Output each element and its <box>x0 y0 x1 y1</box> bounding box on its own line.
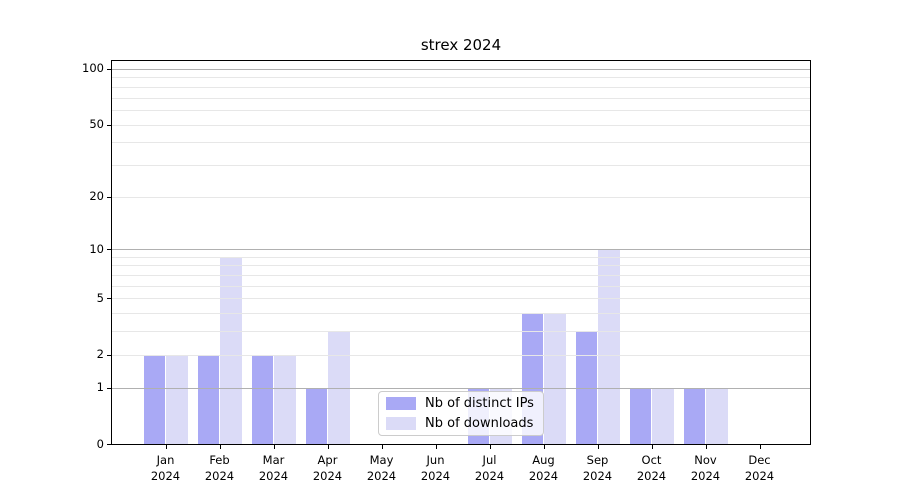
left-spine <box>111 60 112 445</box>
gridline-minor <box>112 285 810 287</box>
gridline-major <box>112 249 810 251</box>
x-tick-label: Jul 2024 <box>474 453 505 483</box>
bar-distinct-ips <box>143 354 166 444</box>
gridline-minor <box>112 86 810 88</box>
y-tick-label: 1 <box>96 380 104 395</box>
bar-distinct-ips <box>629 387 652 444</box>
x-tick-label: Nov 2024 <box>690 453 721 483</box>
y-tick-label: 5 <box>96 290 104 305</box>
gridline-minor <box>112 275 810 277</box>
gridline-major <box>112 68 810 70</box>
bar-downloads <box>328 331 350 444</box>
gridline-minor <box>112 196 810 198</box>
x-tick <box>381 445 383 449</box>
y-tick <box>107 249 111 251</box>
y-tick-label: 0 <box>96 436 104 451</box>
gridline-major <box>112 387 810 389</box>
x-tick-label: Dec 2024 <box>744 453 775 483</box>
chart-title: strex 2024 <box>420 36 502 54</box>
gridline-minor <box>112 124 810 126</box>
bar-downloads <box>220 256 242 444</box>
x-tick-label: Apr 2024 <box>312 453 343 483</box>
bar-downloads <box>652 387 674 444</box>
y-tick-label: 2 <box>96 347 104 362</box>
y-tick-label: 10 <box>89 241 104 256</box>
x-tick-label: Jan 2024 <box>150 453 181 483</box>
y-tick <box>107 124 111 126</box>
right-spine <box>810 60 811 445</box>
gridline-minor <box>112 164 810 166</box>
y-tick-label: 50 <box>89 117 104 131</box>
y-tick <box>107 298 111 300</box>
x-tick-label: Mar 2024 <box>258 453 289 483</box>
x-tick-label: Aug 2024 <box>528 453 559 483</box>
legend: Nb of distinct IPs Nb of downloads <box>378 391 544 436</box>
gridline-minor <box>112 109 810 111</box>
gridline-minor <box>112 298 810 300</box>
gridline-minor <box>112 354 810 356</box>
legend-item-downloads: Nb of downloads <box>386 415 543 432</box>
legend-item-distinct-ips: Nb of distinct IPs <box>386 395 543 412</box>
y-tick-label: 20 <box>89 189 104 204</box>
x-tick <box>597 445 599 449</box>
x-tick <box>219 445 221 449</box>
bar-downloads <box>274 354 296 444</box>
x-tick-label: Jun 2024 <box>420 453 451 483</box>
bottom-spine <box>111 444 811 445</box>
top-spine <box>111 60 811 61</box>
bar-distinct-ips <box>575 331 598 444</box>
bar-downloads <box>166 354 188 444</box>
y-tick <box>107 444 111 445</box>
x-tick <box>759 445 761 449</box>
bar-distinct-ips <box>251 354 274 444</box>
gridline-minor <box>112 142 810 144</box>
y-tick <box>107 68 111 70</box>
x-tick <box>705 445 707 449</box>
x-tick <box>651 445 653 449</box>
gridline-minor <box>112 97 810 99</box>
bar-downloads <box>706 387 728 444</box>
gridline-minor <box>112 331 810 333</box>
gridline-minor <box>112 313 810 315</box>
x-tick <box>273 445 275 449</box>
y-tick <box>107 387 111 389</box>
legend-label-distinct-ips: Nb of distinct IPs <box>425 396 534 411</box>
bar-distinct-ips <box>197 354 220 444</box>
bar-distinct-ips <box>683 387 706 444</box>
x-tick <box>327 445 329 449</box>
x-tick <box>165 445 167 449</box>
x-tick-label: Oct 2024 <box>636 453 667 483</box>
x-tick-label: May 2024 <box>366 453 397 483</box>
x-tick <box>435 445 437 449</box>
x-tick <box>489 445 491 449</box>
x-tick-label: Feb 2024 <box>204 453 235 483</box>
gridline-minor <box>112 77 810 79</box>
bar-downloads <box>544 313 566 444</box>
gridline-minor <box>112 256 810 258</box>
bar-downloads <box>598 249 620 444</box>
legend-swatch-downloads <box>386 417 416 430</box>
legend-label-downloads: Nb of downloads <box>425 416 534 431</box>
legend-swatch-distinct-ips <box>386 397 416 410</box>
x-tick <box>543 445 545 449</box>
gridline-minor <box>112 265 810 267</box>
y-tick <box>107 354 111 356</box>
plot-area <box>112 60 810 444</box>
y-tick <box>107 196 111 198</box>
x-tick-label: Sep 2024 <box>582 453 613 483</box>
bar-distinct-ips <box>305 387 328 444</box>
y-tick-label: 100 <box>82 61 104 76</box>
